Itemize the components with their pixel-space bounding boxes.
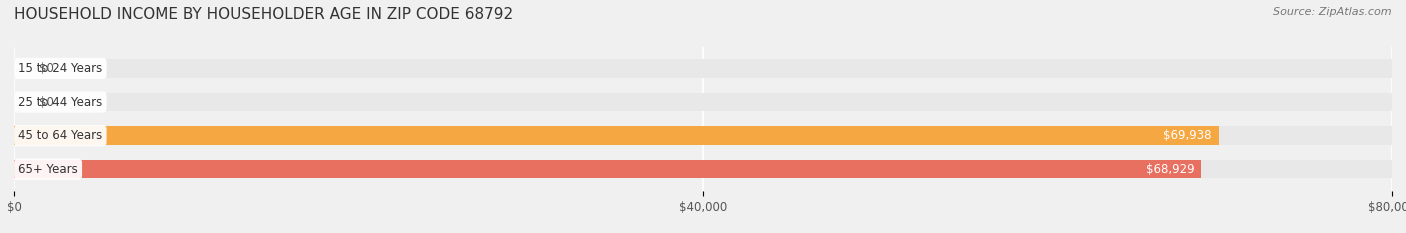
Text: 15 to 24 Years: 15 to 24 Years bbox=[18, 62, 103, 75]
Bar bbox=[14, 59, 1392, 78]
Text: HOUSEHOLD INCOME BY HOUSEHOLDER AGE IN ZIP CODE 68792: HOUSEHOLD INCOME BY HOUSEHOLDER AGE IN Z… bbox=[14, 7, 513, 22]
Bar bbox=[14, 160, 1392, 178]
Text: 65+ Years: 65+ Years bbox=[18, 163, 77, 176]
Text: $0: $0 bbox=[39, 62, 53, 75]
Bar bbox=[14, 126, 1219, 145]
Text: $68,929: $68,929 bbox=[1146, 163, 1194, 176]
Bar bbox=[14, 126, 1392, 145]
Text: 25 to 44 Years: 25 to 44 Years bbox=[18, 96, 103, 109]
Bar bbox=[14, 93, 1392, 111]
Bar bbox=[14, 160, 1201, 178]
Text: 45 to 64 Years: 45 to 64 Years bbox=[18, 129, 103, 142]
Text: $69,938: $69,938 bbox=[1163, 129, 1212, 142]
Text: $0: $0 bbox=[39, 96, 53, 109]
Text: Source: ZipAtlas.com: Source: ZipAtlas.com bbox=[1274, 7, 1392, 17]
